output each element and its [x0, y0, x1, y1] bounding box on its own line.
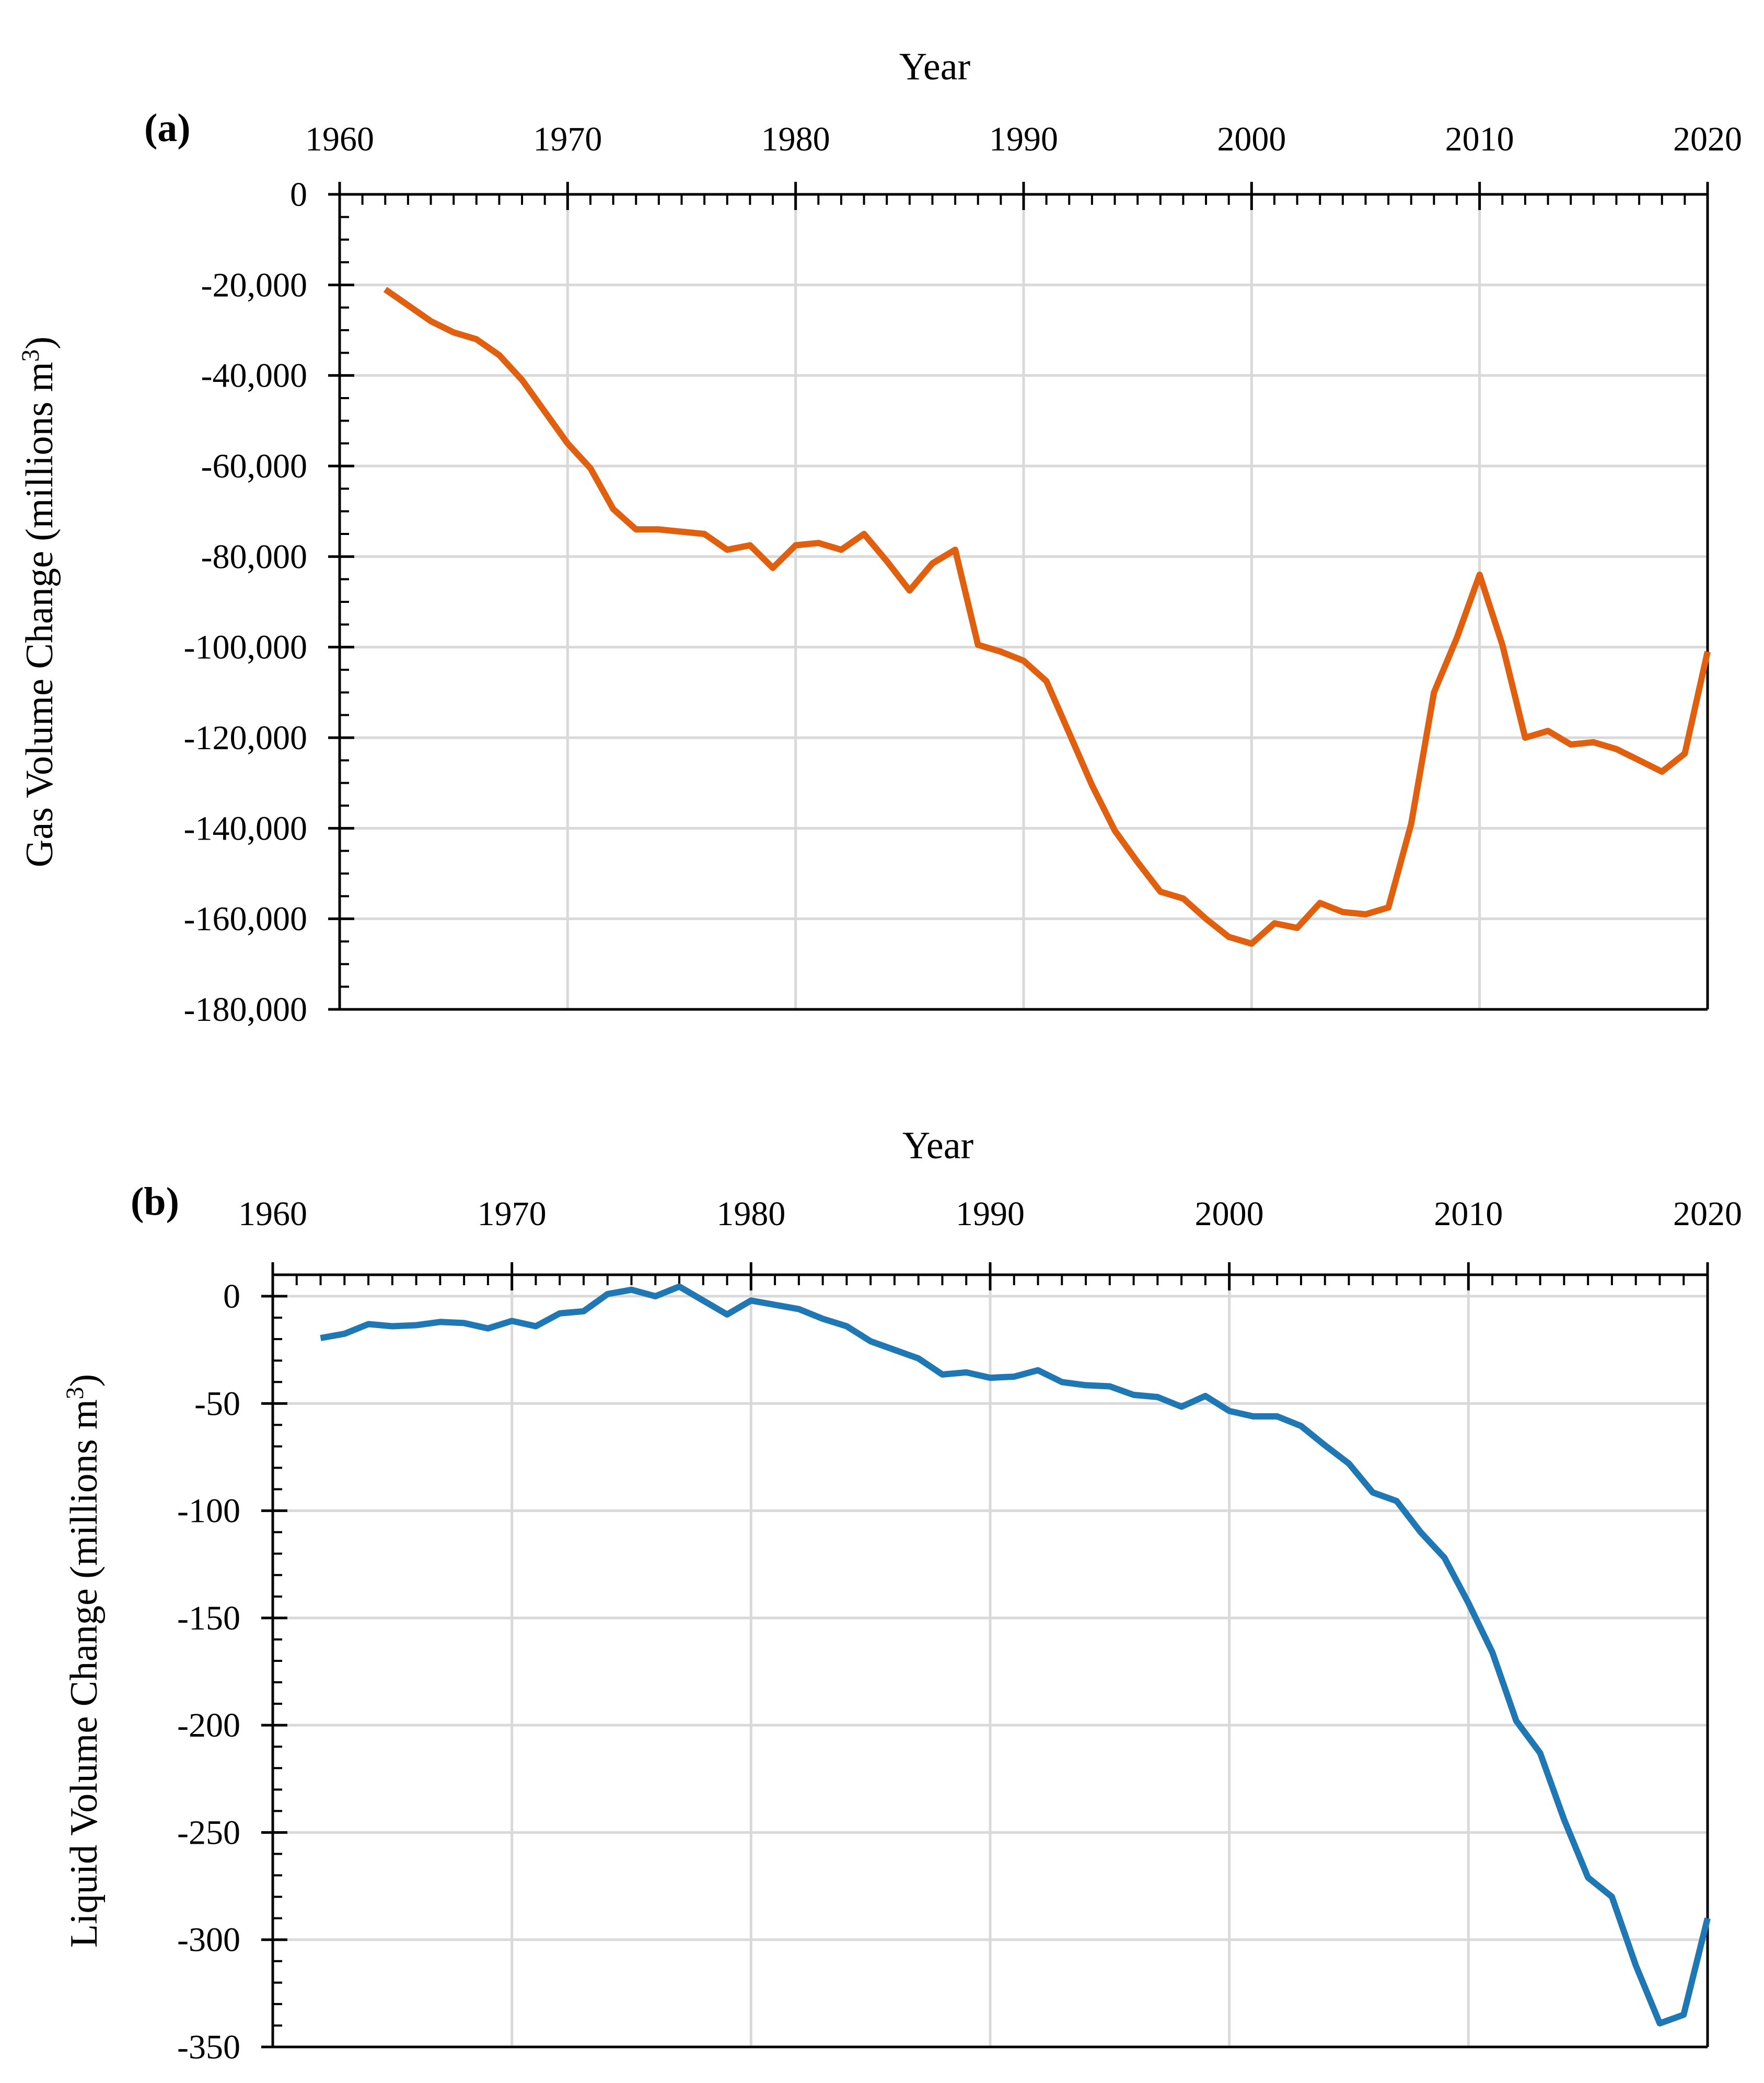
x-tick-label: 2010 — [1445, 120, 1514, 158]
x-tick-label: 1970 — [533, 120, 602, 158]
x-tick-label: 1960 — [305, 120, 374, 158]
y-tick-label: -200 — [177, 1706, 240, 1744]
x-axis-title: Year — [902, 1124, 973, 1167]
x-tick-label: 1970 — [478, 1195, 547, 1233]
y-tick-label: -80,000 — [201, 538, 307, 576]
y-axis-title-superscript: 3 — [61, 1387, 89, 1399]
y-axis-title: Liquid Volume Change (millions m3) — [61, 1374, 106, 1948]
y-tick-label: -300 — [177, 1921, 240, 1959]
x-tick-label: 2000 — [1217, 120, 1286, 158]
panel-label: (a) — [144, 106, 191, 150]
x-axis-title: Year — [899, 45, 970, 88]
y-tick-label: -20,000 — [201, 266, 307, 304]
panel-b-liquid-volume-chart: 1960 1970 1980 1990 2000 2010 2020 0 -50 -100 -150… — [61, 1124, 1743, 2066]
x-tick-label: 2010 — [1434, 1195, 1503, 1233]
series-line — [320, 1283, 1711, 2027]
y-tick-label: -100 — [177, 1492, 240, 1530]
y-tick-label: 0 — [223, 1277, 240, 1316]
y-tick-label: 0 — [290, 176, 307, 214]
x-tick-label: 1980 — [761, 120, 830, 158]
x-tick-label: 2020 — [1673, 1195, 1742, 1233]
y-tick-label: -50 — [194, 1384, 240, 1423]
x-tick-label: 1990 — [989, 120, 1058, 158]
y-tick-label: -40,000 — [201, 357, 307, 395]
y-axis-title-suffix: ) — [18, 336, 61, 350]
y-tick-label: -350 — [177, 2028, 240, 2066]
panel-a-gas-volume-chart: 1960 1970 1980 1990 2000 2010 2020 0 -20,000 -40,… — [17, 45, 1743, 1029]
x-tick-label: 2000 — [1195, 1195, 1264, 1233]
y-axis-title-suffix: ) — [63, 1374, 106, 1387]
y-tick-label: -180,000 — [184, 991, 307, 1029]
x-tick-label: 2020 — [1673, 120, 1742, 158]
y-axis-title-text: Liquid Volume Change (millions m — [63, 1399, 106, 1948]
x-tick-label: 1990 — [956, 1195, 1025, 1233]
panel-label: (b) — [131, 1180, 179, 1224]
y-axis-title-text: Gas Volume Change (millions m — [18, 362, 61, 867]
y-axis-title-superscript: 3 — [17, 350, 44, 362]
x-tick-label: 1960 — [238, 1195, 307, 1233]
y-axis-title: Gas Volume Change (millions m3) — [17, 336, 62, 867]
y-tick-label: -250 — [177, 1813, 240, 1852]
y-tick-label: -60,000 — [201, 447, 307, 485]
y-tick-label: -120,000 — [184, 719, 307, 757]
series-line — [383, 287, 1711, 947]
x-tick-label: 1980 — [716, 1195, 785, 1233]
y-tick-label: -160,000 — [184, 900, 307, 938]
y-tick-label: -150 — [177, 1599, 240, 1637]
y-tick-label: -100,000 — [184, 629, 307, 667]
y-tick-label: -140,000 — [184, 809, 307, 847]
